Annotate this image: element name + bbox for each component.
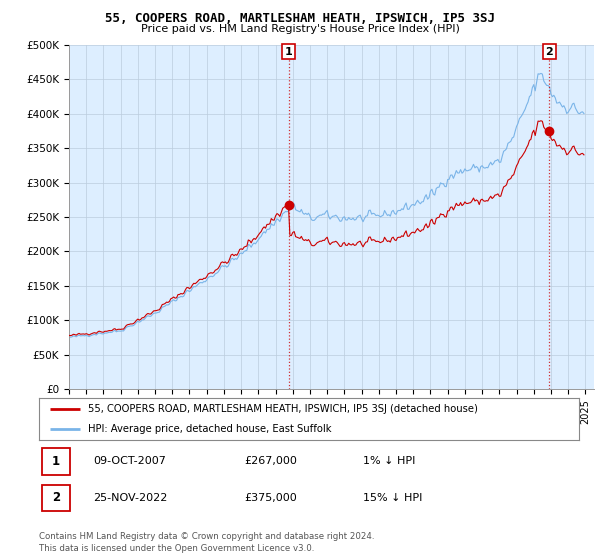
Text: 25-NOV-2022: 25-NOV-2022	[93, 493, 167, 503]
Text: Contains HM Land Registry data © Crown copyright and database right 2024.
This d: Contains HM Land Registry data © Crown c…	[39, 533, 374, 553]
Text: HPI: Average price, detached house, East Suffolk: HPI: Average price, detached house, East…	[88, 424, 331, 434]
Text: £375,000: £375,000	[244, 493, 297, 503]
Text: 2: 2	[545, 46, 553, 57]
Text: Price paid vs. HM Land Registry's House Price Index (HPI): Price paid vs. HM Land Registry's House …	[140, 24, 460, 34]
Text: 55, COOPERS ROAD, MARTLESHAM HEATH, IPSWICH, IP5 3SJ: 55, COOPERS ROAD, MARTLESHAM HEATH, IPSW…	[105, 12, 495, 25]
Text: 1: 1	[52, 455, 60, 468]
Text: 15% ↓ HPI: 15% ↓ HPI	[363, 493, 422, 503]
Text: 1: 1	[285, 46, 293, 57]
Text: 2: 2	[52, 491, 60, 505]
Text: 1% ↓ HPI: 1% ↓ HPI	[363, 456, 415, 466]
Text: £267,000: £267,000	[244, 456, 297, 466]
Text: 09-OCT-2007: 09-OCT-2007	[93, 456, 166, 466]
Text: 55, COOPERS ROAD, MARTLESHAM HEATH, IPSWICH, IP5 3SJ (detached house): 55, COOPERS ROAD, MARTLESHAM HEATH, IPSW…	[88, 404, 478, 414]
